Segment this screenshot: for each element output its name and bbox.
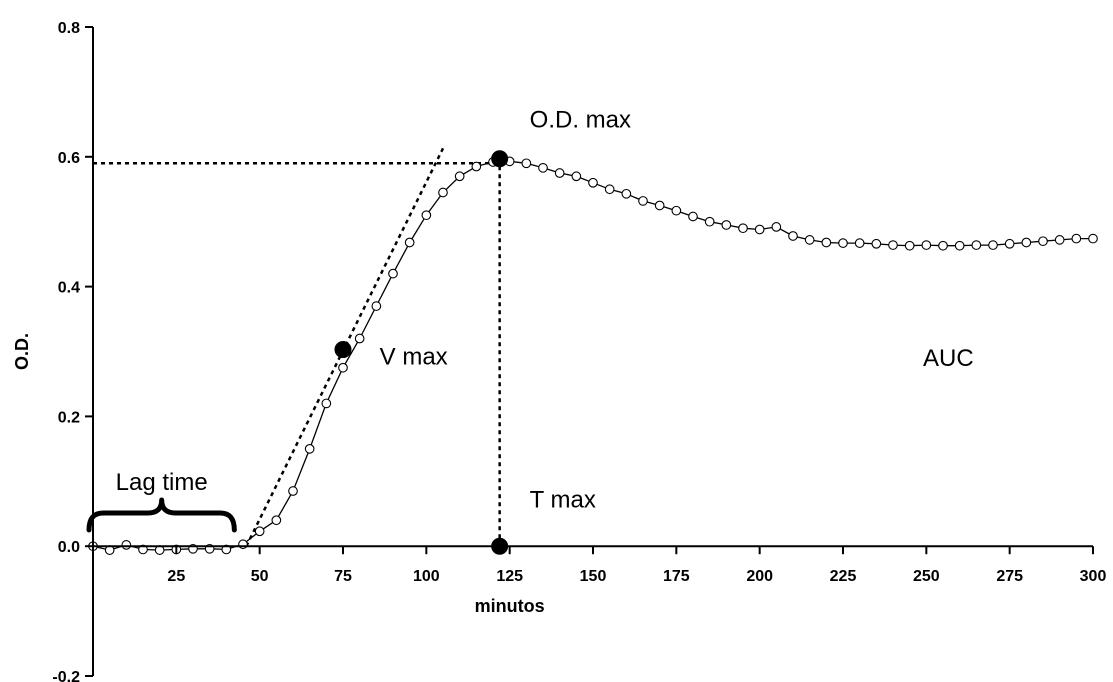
data-point-10	[121, 540, 132, 550]
data-point-210	[788, 231, 798, 241]
data-point-105	[438, 187, 448, 198]
y-axis-title: O.D.	[12, 333, 32, 370]
data-point-215	[804, 235, 815, 245]
x-tick-label-100: 100	[413, 568, 440, 585]
data-point-135	[538, 162, 548, 173]
x-tick-label-175: 175	[663, 568, 690, 585]
auc-label: AUC	[923, 345, 974, 372]
data-point-85	[371, 301, 382, 311]
data-point-160	[621, 188, 632, 199]
data-point-285	[1038, 236, 1048, 247]
y-tick-label-neg0_2: -0.2	[52, 669, 80, 682]
t-max-point	[491, 537, 509, 555]
data-point-270	[988, 240, 998, 250]
data-point-65	[304, 444, 315, 454]
data-point-175	[671, 205, 682, 216]
x-tick-label-300: 300	[1080, 568, 1107, 585]
data-point-235	[871, 238, 882, 249]
od-max-label: O.D. max	[530, 107, 631, 134]
axis-ticks: 25 50 75 100 125 150 175 200 225 250 275 300 -0.2 0.0…	[52, 20, 1106, 682]
x-tick-label-150: 150	[580, 568, 607, 585]
data-point-70	[321, 398, 332, 409]
data-point-245	[904, 240, 915, 251]
v-max-label: V max	[380, 343, 448, 370]
x-tick-label-75: 75	[334, 568, 352, 585]
data-point-155	[604, 184, 615, 195]
data-point-265	[971, 240, 982, 250]
data-point-95	[404, 237, 415, 248]
vmax-tangent-line	[245, 147, 445, 547]
od-max-point	[491, 150, 509, 168]
data-point-185	[704, 216, 715, 227]
x-axis-title: minutos	[475, 596, 545, 616]
guide-lines	[93, 147, 501, 547]
data-point-60	[288, 486, 298, 496]
x-tick-label-250: 250	[913, 568, 940, 585]
lag-time-label: Lag time	[116, 469, 208, 496]
x-tick-label-200: 200	[746, 568, 773, 585]
data-point-300	[1088, 233, 1098, 244]
y-tick-label-0_4: 0.4	[58, 280, 80, 297]
data-point-100	[421, 210, 432, 221]
data-point-255	[938, 240, 948, 251]
data-point-150	[588, 177, 598, 188]
data-point-240	[888, 240, 898, 250]
data-point-180	[688, 211, 698, 222]
data-point-80	[354, 333, 365, 344]
data-point-250	[921, 240, 932, 250]
data-series	[88, 156, 1098, 555]
t-max-label: T max	[530, 486, 596, 513]
v-max-point	[334, 341, 352, 359]
data-point-15	[138, 544, 148, 555]
data-point-130	[521, 158, 532, 169]
data-point-295	[1071, 233, 1082, 244]
data-point-90	[388, 268, 398, 279]
x-tick-label-25: 25	[167, 568, 185, 585]
data-point-275	[1004, 238, 1015, 249]
data-point-290	[1054, 235, 1065, 245]
data-point-230	[854, 238, 865, 248]
y-tick-label-0_2: 0.2	[58, 409, 80, 426]
data-point-220	[821, 237, 832, 248]
x-tick-label-125: 125	[496, 568, 523, 585]
data-point-45	[238, 539, 248, 550]
data-point-140	[554, 168, 565, 178]
data-point-110	[454, 171, 465, 182]
y-tick-label-0_8: 0.8	[58, 20, 80, 37]
data-point-50	[254, 526, 265, 537]
y-tick-label-0: 0.0	[58, 539, 80, 556]
x-tick-label-275: 275	[996, 568, 1023, 585]
data-point-200	[754, 224, 765, 235]
lag-time-brace	[86, 497, 237, 533]
y-tick-label-0_6: 0.6	[58, 150, 80, 167]
data-point-260	[954, 240, 965, 251]
data-point-205	[771, 222, 782, 232]
data-point-170	[654, 200, 665, 211]
data-point-280	[1021, 237, 1032, 248]
data-point-40	[221, 544, 232, 555]
data-point-115	[471, 161, 482, 172]
data-point-190	[721, 220, 732, 230]
data-point-145	[571, 171, 582, 182]
data-point-195	[738, 223, 748, 234]
data-point-55	[271, 515, 282, 526]
x-tick-label-50: 50	[251, 568, 269, 585]
data-point-225	[838, 238, 848, 248]
data-point-165	[638, 196, 648, 206]
key-points	[334, 150, 509, 555]
x-tick-label-225: 225	[830, 568, 857, 585]
data-point-75	[338, 362, 348, 373]
